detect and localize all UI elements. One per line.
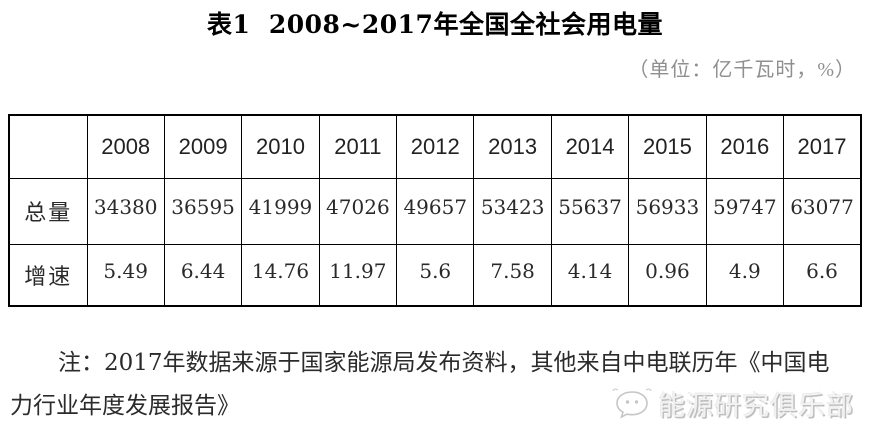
growth-cell: 4.9: [705, 243, 785, 307]
growth-cell: 6.44: [163, 243, 243, 307]
year-header: 2011: [318, 114, 398, 179]
table-row-total: 总量 34380 36595 41999 47026 49657 53423 5…: [8, 177, 862, 245]
year-header: 2014: [550, 114, 630, 179]
row-label-total: 总量: [8, 177, 88, 245]
footnote-line-2: 力行业年度发展报告》: [10, 393, 240, 419]
total-cell: 63077: [783, 177, 862, 245]
year-header: 2017: [783, 114, 862, 179]
corner-cell: [8, 114, 88, 179]
electricity-table-container: 2008 2009 2010 2011 2012 2013 2014 2015 …: [8, 114, 862, 307]
total-cell: 59747: [705, 177, 785, 245]
growth-cell: 5.49: [86, 243, 165, 307]
electricity-table: 2008 2009 2010 2011 2012 2013 2014 2015 …: [8, 114, 862, 307]
year-header: 2015: [628, 114, 707, 179]
unit-note: （单位：亿千瓦时，%）: [628, 59, 856, 81]
growth-cell: 5.6: [396, 243, 475, 307]
growth-cell: 14.76: [241, 243, 320, 307]
growth-cell: 6.6: [783, 243, 862, 307]
table-header-row: 2008 2009 2010 2011 2012 2013 2014 2015 …: [8, 114, 862, 179]
total-cell: 41999: [241, 177, 320, 245]
year-header: 2008: [86, 114, 165, 179]
year-header: 2013: [473, 114, 552, 179]
growth-cell: 11.97: [318, 243, 398, 307]
total-cell: 47026: [318, 177, 398, 245]
growth-cell: 4.14: [550, 243, 630, 307]
year-header: 2012: [396, 114, 475, 179]
total-cell: 56933: [628, 177, 707, 245]
year-header: 2010: [241, 114, 320, 179]
growth-cell: 7.58: [473, 243, 552, 307]
total-cell: 34380: [86, 177, 165, 245]
total-cell: 53423: [473, 177, 552, 245]
watermark: 能源研究俱乐部: [612, 384, 854, 423]
footnote-line-1: 注：2017年数据来源于国家能源局发布资料，其他来自中电联历年《中国电: [58, 350, 830, 376]
row-label-growth: 增速: [8, 243, 88, 307]
total-cell: 55637: [550, 177, 630, 245]
growth-cell: 0.96: [628, 243, 707, 307]
watermark-text: 能源研究俱乐部: [658, 391, 854, 421]
year-header: 2009: [163, 114, 243, 179]
table-row-growth: 增速 5.49 6.44 14.76 11.97 5.6 7.58 4.14 0…: [8, 243, 862, 307]
source-footnote: 注：2017年数据来源于国家能源局发布资料，其他来自中电联历年《中国电 力行业年…: [10, 342, 866, 428]
chat-bubble-face-icon: [612, 387, 652, 419]
year-header: 2016: [705, 114, 785, 179]
total-cell: 36595: [163, 177, 243, 245]
total-cell: 49657: [396, 177, 475, 245]
page-title: 表1 2008~2017年全国全社会用电量: [207, 10, 663, 39]
